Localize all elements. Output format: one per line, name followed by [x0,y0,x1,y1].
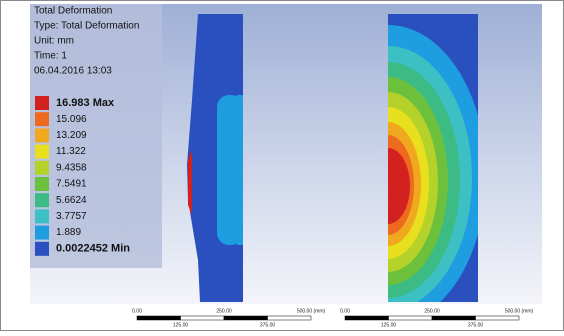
legend-label: 9.4358 [56,162,87,173]
legend-swatch [35,177,49,191]
legend-swatch [35,226,49,240]
header-line: Type: Total Deformation [34,21,139,32]
legend-swatch [35,112,49,126]
scale-segment [268,316,312,320]
header-line: 06.04.2016 13:03 [34,66,112,77]
scale-segment [181,316,225,320]
legend-label: 11.322 [56,146,86,157]
scale-label: 0.00 [340,308,350,314]
scale-segment [389,316,433,320]
scale-segment [432,316,476,320]
scale-segment [476,316,520,320]
legend-swatch [35,242,49,256]
header-line: Unit: mm [34,36,74,47]
legend-label: 0.0022452 Min [56,243,130,255]
scale-segment [224,316,268,320]
legend-swatch [35,209,49,223]
header-line: Total Deformation [34,6,112,17]
scale-label: 125.00 [381,322,397,328]
legend-label: 7.5491 [56,179,87,190]
scale-label: 500.00 (mm) [297,308,326,314]
legend-label: 3.7757 [56,211,87,222]
header-line: Time: 1 [34,51,67,62]
legend-swatch [35,128,49,142]
scale-label: 250.00 [424,308,440,314]
scale-label: 500.00 (mm) [505,308,534,314]
legend-label: 1.889 [56,227,81,238]
legend-label: 15.096 [56,114,87,125]
legend-swatch [35,96,49,110]
scale-segment [137,316,181,320]
screenshot: Total Deformation Type: Total Deformation… [0,0,564,331]
scale-label: 375.00 [468,322,484,328]
legend-swatch [35,193,49,207]
scale-label: 250.00 [216,308,232,314]
scale-label: 125.00 [173,322,189,328]
legend-label: 5.6624 [56,195,87,206]
legend-label: 13.209 [56,130,87,141]
scale-segment [345,316,389,320]
scale-label: 0.00 [132,308,142,314]
legend-label: 16.983 Max [56,97,115,109]
legend-swatch [35,145,49,159]
scale-label: 375.00 [260,322,276,328]
legend-swatch [35,161,49,175]
